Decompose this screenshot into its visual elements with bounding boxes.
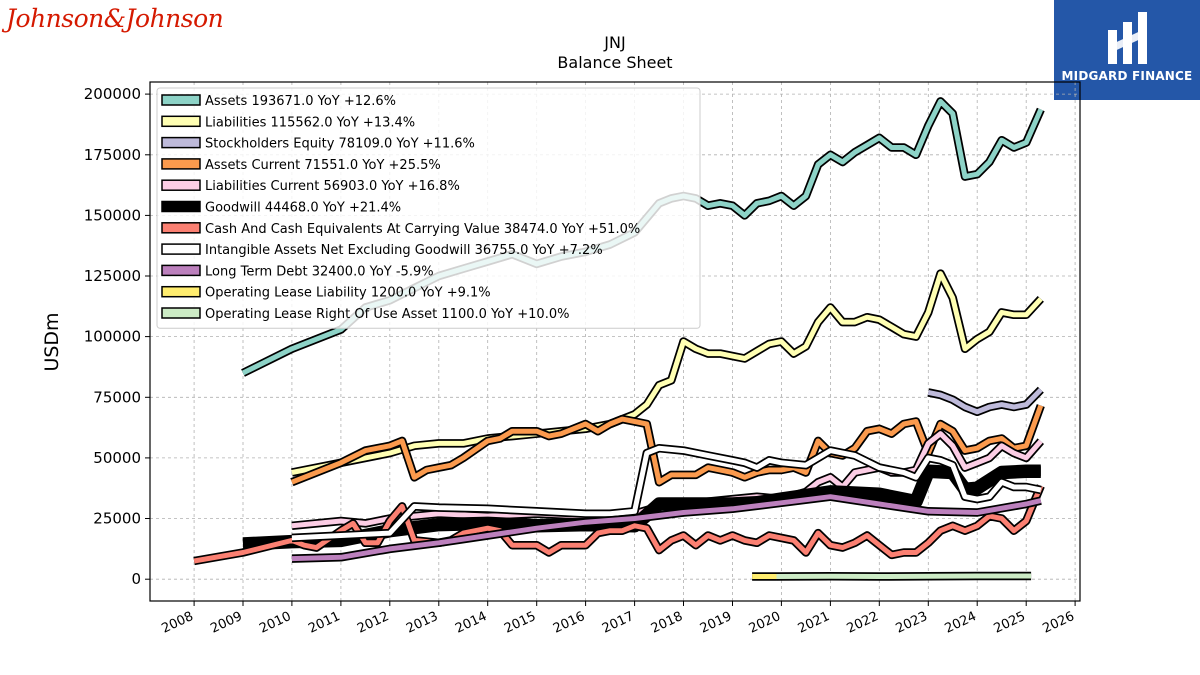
legend-swatch — [161, 115, 201, 128]
legend-entry: Operating Lease Liability 1200.0 YoY +9.… — [161, 285, 491, 301]
legend-label: Goodwill 44468.0 YoY +21.4% — [205, 201, 401, 216]
x-tick-label: 2022 — [845, 609, 881, 637]
series-7 — [291, 443, 1042, 543]
x-tick-label: 2013 — [404, 609, 440, 637]
legend-label: Liabilities Current 56903.0 YoY +16.8% — [205, 179, 460, 194]
legend-entry: Liabilities 115562.0 YoY +13.4% — [161, 115, 415, 130]
series-6 — [193, 484, 1045, 566]
legend-label: Operating Lease Right Of Use Asset 1100.… — [205, 307, 569, 322]
legend-entry: Liabilities Current 56903.0 YoY +16.8% — [161, 179, 460, 194]
legend-label: Stockholders Equity 78109.0 YoY +11.6% — [205, 137, 475, 152]
x-tick-label: 2014 — [453, 609, 489, 637]
series-2 — [927, 386, 1044, 417]
legend-label: Operating Lease Liability 1200.0 YoY +9.… — [205, 286, 491, 301]
x-tick-label: 2018 — [649, 609, 685, 637]
legend-entry: Long Term Debt 32400.0 YoY -5.9% — [161, 264, 434, 279]
legend-label: Assets Current 71551.0 YoY +25.5% — [205, 158, 441, 173]
series-line — [291, 445, 1042, 541]
y-tick-label: 50000 — [93, 449, 141, 467]
legend-label: Intangible Assets Net Excluding Goodwill… — [205, 243, 603, 258]
y-tick-label: 175000 — [84, 146, 141, 164]
legend-label: Assets 193671.0 YoY +12.6% — [205, 94, 396, 109]
y-axis-label: USDm — [41, 312, 63, 371]
series-8 — [291, 492, 1042, 563]
x-tick-label: 2015 — [502, 609, 538, 637]
series-line — [291, 494, 1042, 562]
legend-label: Cash And Cash Equivalents At Carrying Va… — [205, 222, 640, 237]
x-tick-label: 2016 — [551, 609, 587, 637]
legend-box — [156, 87, 701, 329]
chart-subtitle: Balance Sheet — [557, 53, 672, 72]
y-tick-label: 0 — [131, 570, 141, 588]
legend-entry: Cash And Cash Equivalents At Carrying Va… — [161, 222, 640, 237]
x-tick-label: 2020 — [747, 609, 783, 637]
midgard-finance-logo: MIDGARD FINANCE — [1054, 0, 1200, 100]
legend-swatch — [161, 136, 201, 149]
series-line — [776, 573, 1032, 579]
series-line — [291, 431, 1043, 529]
series-layer — [193, 97, 1045, 581]
legend-entry: Stockholders Equity 78109.0 YoY +11.6% — [161, 136, 475, 152]
legend-swatch — [161, 222, 201, 234]
y-tick-label: 125000 — [84, 267, 141, 285]
legend-swatch — [161, 307, 201, 319]
legend: Assets 193671.0 YoY +12.6% Liabilities 11… — [156, 87, 701, 329]
legend-swatch — [161, 285, 201, 298]
y-tick-label: 75000 — [93, 388, 141, 406]
legend-entry: Goodwill 44468.0 YoY +21.4% — [161, 200, 401, 216]
y-tick-label: 150000 — [84, 206, 141, 224]
legend-label: Liabilities 115562.0 YoY +13.4% — [205, 115, 415, 130]
legend-entry: Operating Lease Right Of Use Asset 1100.… — [161, 307, 569, 322]
y-tick-label: 200000 — [84, 85, 141, 103]
series-10 — [776, 571, 1032, 581]
x-tick-label: 2009 — [208, 609, 244, 637]
series-line — [927, 387, 1043, 415]
series-line — [193, 484, 1044, 564]
x-tick-label: 2012 — [355, 609, 391, 637]
x-tick-label: 2026 — [1040, 609, 1076, 637]
midgard-finance-wordmark: MIDGARD FINANCE — [1061, 69, 1193, 83]
legend-swatch — [161, 94, 201, 106]
chart-title: JNJ — [603, 33, 625, 52]
legend-entry: Assets 193671.0 YoY +12.6% — [161, 94, 396, 109]
y-tick-label: 25000 — [93, 510, 141, 528]
x-tick-label: 2010 — [257, 609, 293, 637]
legend-swatch — [161, 264, 201, 277]
legend-swatch — [161, 179, 201, 191]
legend-swatch — [161, 200, 201, 213]
plot-frame — [149, 81, 1081, 602]
x-tick-label: 2025 — [992, 609, 1028, 637]
midgard-monogram-icon — [1108, 12, 1147, 64]
x-tick-label: 2019 — [698, 609, 734, 637]
x-tick-label: 2017 — [600, 609, 636, 637]
x-tick-label: 2011 — [306, 609, 342, 637]
series-4 — [291, 429, 1044, 531]
x-tick-label: 2023 — [894, 609, 930, 637]
legend-swatch — [161, 158, 201, 170]
legend-label: Long Term Debt 32400.0 YoY -5.9% — [205, 264, 434, 279]
x-tick-label: 2021 — [796, 609, 832, 637]
legend-entry: Intangible Assets Net Excluding Goodwill… — [161, 243, 603, 258]
legend-entry: Assets Current 71551.0 YoY +25.5% — [161, 158, 441, 173]
legend-swatch — [161, 243, 201, 255]
x-tick-label: 2024 — [943, 609, 979, 637]
y-tick-label: 100000 — [84, 328, 141, 346]
johnson-and-johnson-logo: Johnson&Johnson — [6, 4, 224, 33]
x-tick-label: 2008 — [159, 609, 195, 637]
